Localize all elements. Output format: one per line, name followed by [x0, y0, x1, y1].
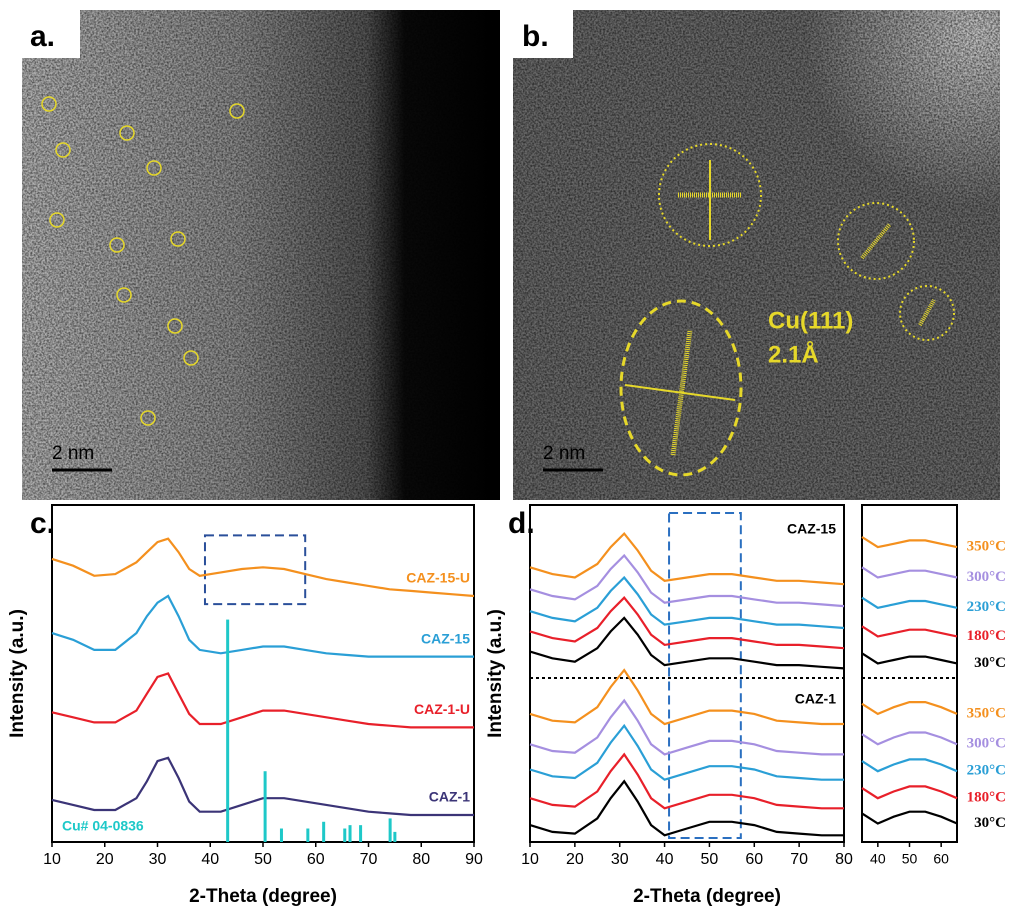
x-axis-title: 2-Theta (degree) [189, 886, 337, 907]
data-line [862, 733, 957, 745]
data-line [862, 598, 957, 608]
series-label: 30°C [974, 815, 1006, 831]
series-label: 30°C [974, 655, 1006, 671]
group-label: CAZ-1 [795, 691, 836, 707]
group-label: CAZ-15 [787, 521, 836, 537]
annotation: 2.1Å [768, 340, 819, 368]
panel-b: b. Cu(111) 2.1Å 2 nm [513, 0, 1000, 500]
series-label: 350°C [967, 539, 1006, 555]
data-line [862, 567, 957, 577]
x-tick-label: 50 [902, 851, 918, 867]
x-tick-label: 80 [412, 851, 430, 868]
series-label: 300°C [967, 569, 1006, 585]
x-tick-label: 40 [870, 851, 886, 867]
plot-frame [52, 505, 474, 842]
x-axis-title: 2-Theta (degree) [633, 886, 781, 907]
data-line [862, 812, 957, 824]
panel-label: b. [522, 20, 549, 53]
image-texture [513, 10, 1000, 500]
x-tick-label: 40 [656, 851, 674, 868]
reference-stick [349, 825, 352, 842]
x-tick-label: 60 [307, 851, 325, 868]
x-tick-label: 50 [701, 851, 719, 868]
series-label: CAZ-15 [421, 630, 470, 646]
data-line [862, 702, 957, 714]
y-axis-title: Intensity (a.u.) [7, 609, 28, 738]
data-line [52, 596, 474, 657]
plot-frame [530, 505, 844, 842]
y-axis-title: Intensity (a.u.) [485, 609, 506, 738]
reference-label: Cu# 04-0836 [62, 818, 144, 834]
reference-stick [389, 818, 392, 842]
panel-label: d. [508, 507, 535, 540]
x-tick-label: 90 [465, 851, 483, 868]
series-label: 300°C [967, 736, 1006, 752]
data-line [530, 534, 844, 585]
data-line [530, 754, 844, 808]
panel-a: a. 2 nm [22, 0, 500, 500]
panel-label: a. [30, 20, 55, 53]
x-tick-label: 20 [566, 851, 584, 868]
x-tick-label: 30 [611, 851, 629, 868]
reference-stick [343, 829, 346, 842]
x-tick-label: 60 [933, 851, 949, 867]
figure: a. 2 nm b. Cu(111) 2.1Å 2 nm 10 20 30 40 50 6… [0, 0, 1009, 913]
x-tick-label: 50 [254, 851, 272, 868]
data-line [52, 674, 474, 728]
data-line [862, 626, 957, 636]
annotation: Cu(111) [768, 307, 853, 334]
series-label: CAZ-15-U [406, 570, 470, 586]
data-line [862, 759, 957, 771]
data-line [52, 539, 474, 596]
data-line [530, 598, 844, 649]
reference-stick [359, 825, 362, 842]
reference-stick [280, 829, 283, 842]
reference-stick [393, 832, 396, 842]
panel-label: c. [30, 507, 55, 540]
data-line [530, 781, 844, 835]
x-tick-label: 80 [835, 851, 853, 868]
x-tick-label: 60 [745, 851, 763, 868]
series-label: 180°C [967, 790, 1006, 806]
series-label: 230°C [967, 599, 1006, 615]
reference-stick [306, 829, 309, 842]
series-label: 350°C [967, 705, 1006, 721]
series-label: CAZ-1 [429, 789, 470, 805]
reference-stick [322, 822, 325, 842]
x-tick-label: 40 [201, 851, 219, 868]
image-texture [22, 10, 500, 500]
series-label: 180°C [967, 628, 1006, 644]
x-tick-label: 10 [521, 851, 539, 868]
x-tick-label: 20 [96, 851, 114, 868]
scale-bar-label: 2 nm [543, 443, 585, 464]
x-tick-label: 10 [43, 851, 61, 868]
x-tick-label: 30 [149, 851, 167, 868]
series-label: 230°C [967, 763, 1006, 779]
data-line [862, 786, 957, 798]
data-line [530, 701, 844, 755]
scale-bar-label: 2 nm [52, 443, 94, 464]
data-line [52, 758, 474, 815]
reference-stick [264, 771, 267, 842]
x-tick-label: 70 [790, 851, 808, 868]
series-label: CAZ-1-U [414, 701, 470, 717]
highlight-box [669, 513, 741, 838]
reference-stick [226, 620, 229, 842]
data-line [862, 653, 957, 663]
x-tick-label: 70 [360, 851, 378, 868]
data-line [862, 537, 957, 547]
